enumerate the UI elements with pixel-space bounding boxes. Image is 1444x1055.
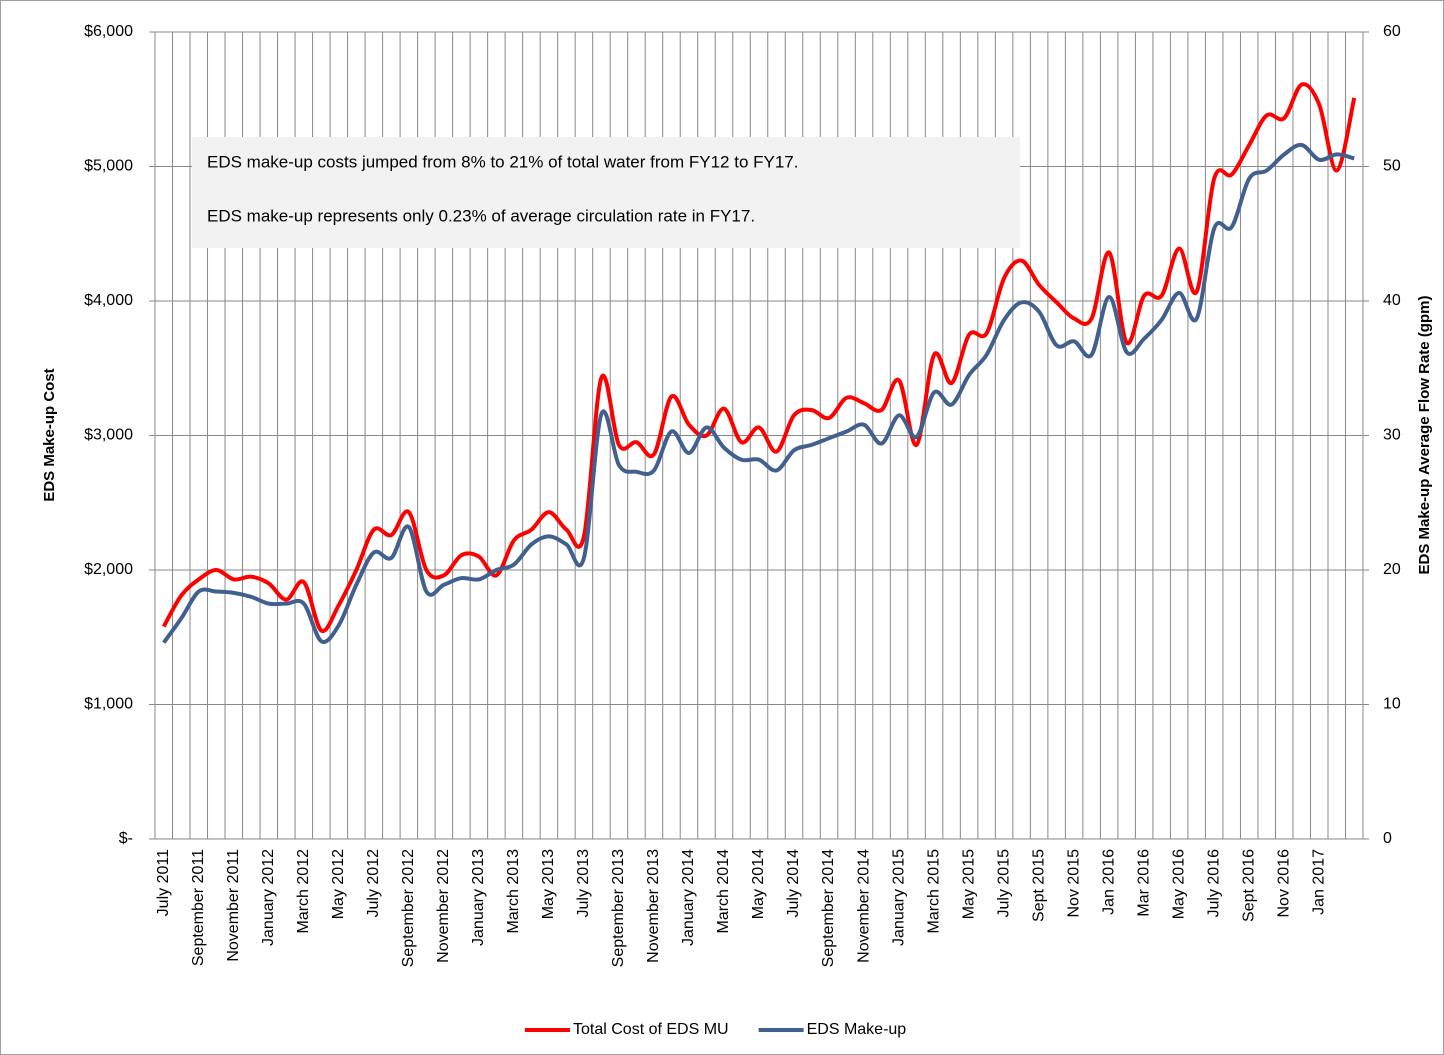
x-tick-label: March 2014 [715, 849, 732, 934]
x-tick-label: July 2011 [155, 849, 172, 916]
x-tick-label: November 2014 [855, 849, 872, 963]
y2-tick-label: 60 [1383, 23, 1401, 40]
x-tick-label: July 2012 [365, 849, 382, 918]
x-tick-label: March 2013 [505, 849, 522, 934]
annotation-box [192, 137, 1020, 248]
y2-tick-label: 30 [1383, 427, 1401, 444]
x-tick-label: September 2014 [820, 849, 837, 967]
x-tick-label: Nov 2015 [1065, 849, 1082, 918]
y-tick-label: $- [119, 830, 133, 847]
x-tick-label: January 2015 [890, 849, 907, 946]
x-tick-label: January 2012 [260, 849, 277, 946]
x-tick-label: May 2014 [750, 849, 767, 919]
y2-tick-label: 10 [1383, 696, 1401, 713]
y-tick-label: $1,000 [84, 696, 133, 713]
x-tick-label: May 2015 [960, 849, 977, 919]
x-tick-label: May 2012 [330, 849, 347, 919]
x-tick-label: Sept 2016 [1240, 849, 1257, 922]
x-tick-label: July 2015 [995, 849, 1012, 918]
x-tick-label: September 2013 [610, 849, 627, 967]
x-tick-label: Jan 2016 [1100, 849, 1117, 915]
x-tick-label: March 2015 [925, 849, 942, 934]
x-tick-label: November 2012 [435, 849, 452, 963]
y-tick-label: $5,000 [84, 158, 133, 175]
x-tick-label: May 2016 [1170, 849, 1187, 919]
y-tick-label: $3,000 [84, 427, 133, 444]
x-tick-label: May 2013 [540, 849, 557, 919]
x-tick-label: March 2012 [295, 849, 312, 934]
x-tick-label: Jan 2017 [1310, 849, 1327, 915]
series-line [162, 142, 1355, 644]
x-tick-label: July 2013 [575, 849, 592, 918]
y2-tick-label: 50 [1383, 158, 1401, 175]
x-tick-label: January 2014 [680, 849, 697, 946]
x-tick-label: July 2016 [1205, 849, 1222, 918]
x-tick-label: November 2011 [225, 849, 242, 962]
y2-axis-title: EDS Make-up Average Flow Rate (gpm) [1416, 296, 1433, 575]
annotation: EDS make-up represents only 0.23% of ave… [207, 206, 755, 225]
x-tick-label: November 2013 [645, 849, 662, 963]
y2-tick-label: 40 [1383, 292, 1401, 309]
legend-label: EDS Make-up [807, 1021, 907, 1038]
y-tick-label: $6,000 [84, 23, 133, 40]
legend-label: Total Cost of EDS MU [573, 1021, 729, 1038]
y2-tick-label: 20 [1383, 561, 1401, 578]
y-tick-label: $4,000 [84, 292, 133, 309]
x-tick-label: Mar 2016 [1135, 849, 1152, 917]
x-tick-label: Sept 2015 [1030, 849, 1047, 922]
series-line [162, 82, 1357, 633]
x-tick-label: September 2012 [400, 849, 417, 967]
y-tick-label: $2,000 [84, 561, 133, 578]
y-axis-title: EDS Make-up Cost [41, 368, 58, 501]
x-tick-label: July 2014 [785, 849, 802, 918]
y2-tick-label: 0 [1383, 830, 1392, 847]
x-tick-label: September 2011 [190, 849, 207, 966]
x-tick-label: Nov 2016 [1275, 849, 1292, 918]
plot-border [154, 31, 1364, 840]
x-tick-label: January 2013 [470, 849, 487, 946]
annotation: EDS make-up costs jumped from 8% to 21% … [207, 152, 798, 171]
